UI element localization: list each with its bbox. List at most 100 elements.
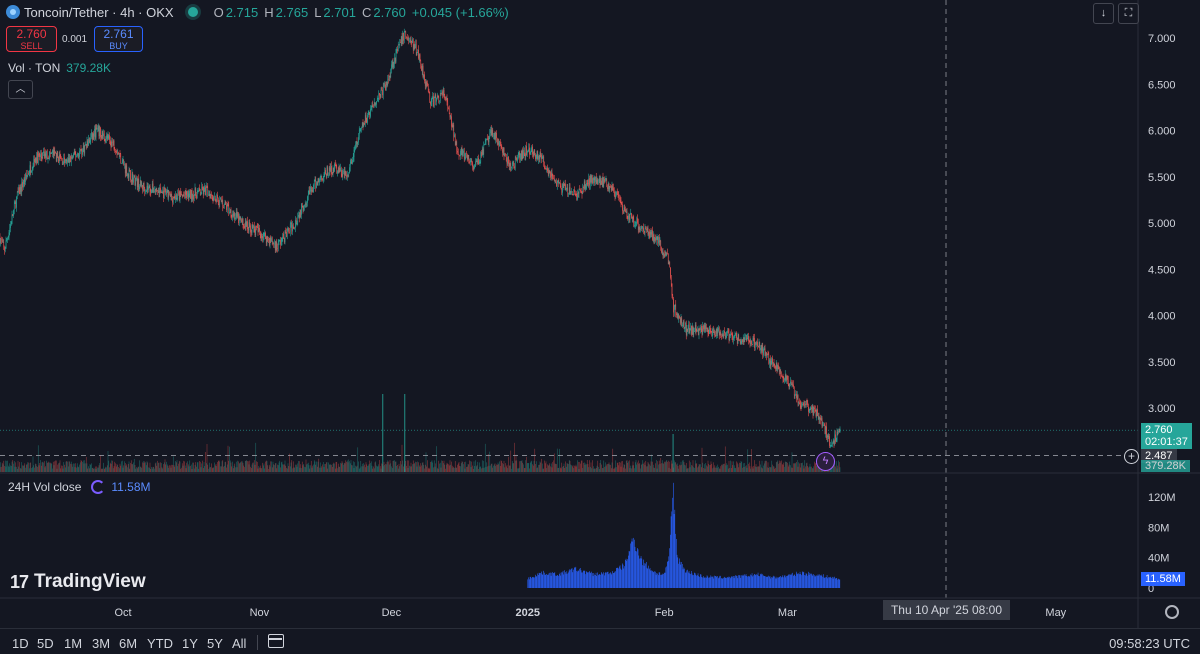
candle xyxy=(766,352,767,356)
range-all[interactable]: All xyxy=(232,636,247,651)
candle xyxy=(580,191,582,193)
candle xyxy=(631,216,633,219)
indicator-bar xyxy=(685,572,687,588)
candle xyxy=(627,218,629,220)
volume-bar xyxy=(201,463,203,472)
range-1d[interactable]: 1D xyxy=(12,636,29,651)
buy-button[interactable]: 2.761 BUY xyxy=(94,26,143,52)
range-3m[interactable]: 3M xyxy=(92,636,111,651)
gear-icon[interactable] xyxy=(1165,605,1179,619)
candle xyxy=(190,189,191,199)
candle xyxy=(17,191,19,193)
indicator-bar xyxy=(665,567,667,588)
volume-bar xyxy=(748,463,749,472)
candle xyxy=(290,223,292,225)
candle xyxy=(833,440,835,445)
candle xyxy=(253,225,254,228)
candle xyxy=(778,365,779,370)
refresh-icon xyxy=(91,480,106,494)
fullscreen-icon[interactable]: ⛶ xyxy=(1118,3,1139,24)
volume-bar xyxy=(481,460,483,472)
volume-bar xyxy=(103,468,105,472)
candle xyxy=(86,141,88,146)
volume-bar xyxy=(781,460,782,472)
indicator-bar xyxy=(591,571,592,588)
calendar-icon[interactable] xyxy=(268,634,284,648)
candle xyxy=(535,158,537,160)
time-tick-label: Mar xyxy=(778,607,797,619)
candle xyxy=(823,424,824,426)
download-arrow-icon[interactable]: ↓ xyxy=(1093,3,1114,24)
candle xyxy=(540,153,542,155)
volume-bar xyxy=(25,464,27,472)
range-6m[interactable]: 6M xyxy=(119,636,138,651)
volume-bar xyxy=(98,465,100,472)
volume-bar xyxy=(603,460,605,472)
volume-bar xyxy=(652,464,654,472)
volume-bar xyxy=(211,463,212,472)
volume-bar xyxy=(419,466,421,472)
candle xyxy=(105,139,107,142)
range-ytd[interactable]: YTD xyxy=(147,636,173,651)
volume-bar xyxy=(89,464,91,472)
candle xyxy=(319,176,321,180)
candle xyxy=(681,318,683,326)
volume-bar xyxy=(651,454,653,472)
volume-bar xyxy=(562,466,563,472)
volume-bar xyxy=(87,468,89,472)
range-1m[interactable]: 1M xyxy=(64,636,83,651)
add-plus-icon[interactable]: + xyxy=(1124,449,1139,464)
volume-bar xyxy=(443,460,445,472)
candle xyxy=(629,213,631,221)
volume-bar xyxy=(552,462,554,472)
chevron-up-icon[interactable]: ︿ xyxy=(8,80,33,99)
candle xyxy=(472,162,473,167)
volume-legend[interactable]: Vol · TON 379.28K xyxy=(8,61,111,75)
volume-bar xyxy=(279,460,281,472)
candle xyxy=(802,403,804,405)
indicator-legend[interactable]: 24H Vol close 11.58M xyxy=(8,480,151,494)
volume-bar xyxy=(337,468,338,472)
range-5d[interactable]: 5D xyxy=(37,636,54,651)
volume-bar xyxy=(646,466,648,472)
volume-bar xyxy=(90,464,92,472)
volume-bar xyxy=(203,462,205,472)
candle xyxy=(412,39,413,43)
volume-bar xyxy=(721,465,723,472)
candle xyxy=(706,328,708,329)
range-5y[interactable]: 5Y xyxy=(207,636,223,651)
lightning-icon[interactable]: ϟ xyxy=(816,452,835,471)
sell-button[interactable]: 2.760 SELL xyxy=(6,26,57,52)
volume-bar xyxy=(528,463,530,472)
utc-clock[interactable]: 09:58:23 UTC xyxy=(1109,636,1190,651)
volume-bar xyxy=(805,463,807,472)
volume-bar xyxy=(41,462,43,472)
range-1y[interactable]: 1Y xyxy=(182,636,198,651)
indicator-bar xyxy=(694,573,696,588)
candle xyxy=(107,135,109,139)
indicator-bar xyxy=(763,576,765,588)
volume-bar xyxy=(347,462,349,472)
candle xyxy=(445,98,447,100)
candle xyxy=(56,151,58,162)
candle xyxy=(611,186,613,191)
symbol-title[interactable]: Toncoin/Tether · 4h · OKX xyxy=(24,4,174,20)
candle xyxy=(244,221,246,229)
candle xyxy=(409,39,411,42)
volume-bar xyxy=(736,462,738,472)
volume-bar xyxy=(213,467,215,472)
volume-bar xyxy=(124,463,126,472)
candle xyxy=(281,237,283,242)
tradingview-logo[interactable]: 17 TradingView xyxy=(10,571,146,593)
indicator-bar xyxy=(675,533,676,588)
volume-bar xyxy=(11,461,13,472)
volume-bar xyxy=(267,465,269,472)
candle xyxy=(264,232,266,234)
volume-bar xyxy=(503,460,505,472)
candle xyxy=(307,196,308,203)
candle xyxy=(651,230,653,235)
volume-bar xyxy=(80,460,82,472)
candle xyxy=(746,337,748,341)
volume-bar xyxy=(454,467,455,472)
